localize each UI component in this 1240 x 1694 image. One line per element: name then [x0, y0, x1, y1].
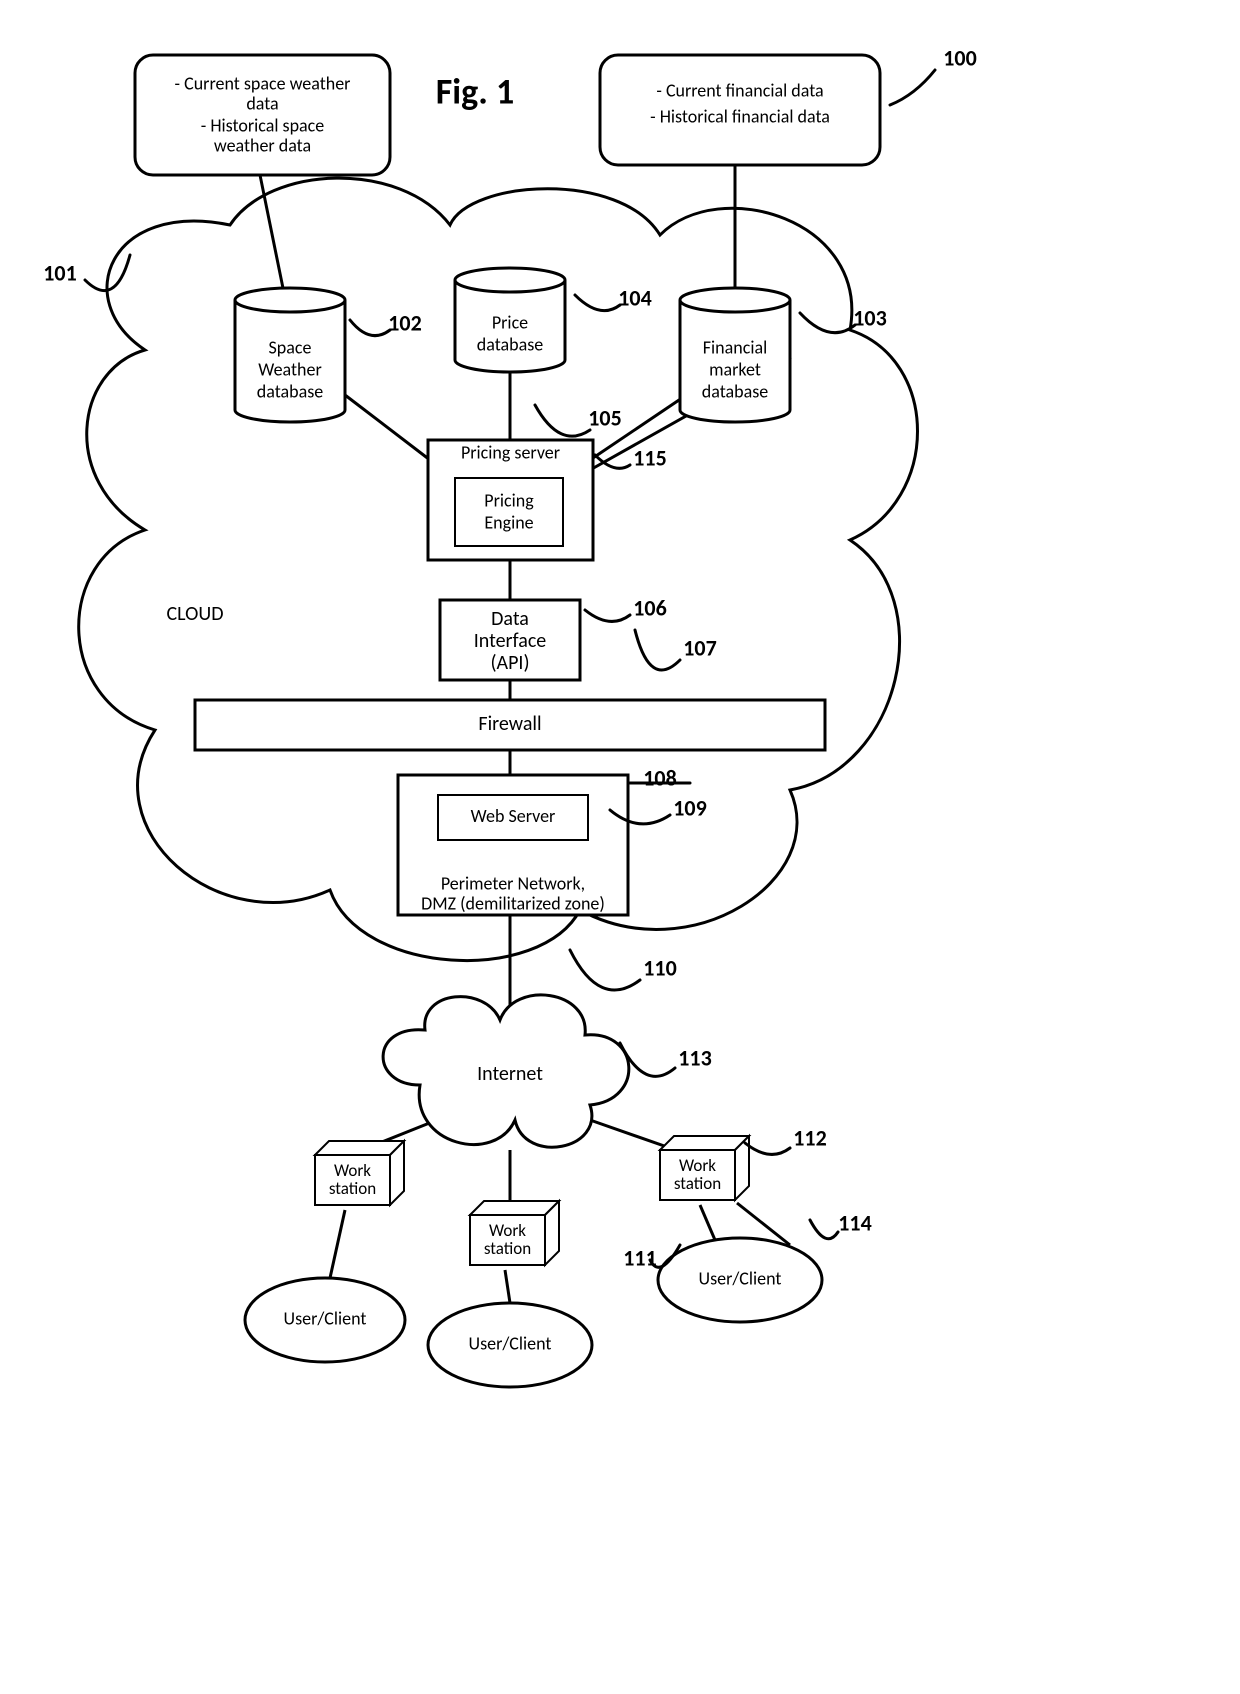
dmz-box-caption: Perimeter Network, — [441, 872, 585, 894]
db-price-text: Price — [492, 311, 528, 333]
ref-108: 108 — [643, 764, 676, 791]
edge — [700, 1205, 715, 1240]
ref-leader-100 — [890, 70, 935, 105]
workstation-1-text: station — [329, 1178, 376, 1199]
db-space-weather-text: Space — [269, 336, 312, 358]
ref-114: 114 — [838, 1209, 871, 1236]
db-financial-text: database — [702, 380, 768, 402]
ref-103: 103 — [853, 304, 886, 331]
workstation-2-text: station — [484, 1238, 531, 1259]
ref-113: 113 — [678, 1044, 711, 1071]
workstation-3-top — [660, 1136, 749, 1150]
ref-100: 100 — [943, 44, 976, 71]
input-space-weather-text: - Current space weather — [175, 72, 351, 94]
ref-leader-102 — [350, 320, 390, 336]
db-space-weather-text: database — [257, 380, 323, 402]
dmz-box-inner-text: Web Server — [471, 805, 556, 827]
user-1-label: User/Client — [284, 1307, 367, 1329]
internet-cloud-label: Internet — [477, 1062, 543, 1086]
edge — [345, 395, 430, 460]
pricing-server-title: Pricing server — [461, 441, 560, 463]
workstation-2-top — [470, 1201, 559, 1215]
ref-leader-107 — [635, 630, 680, 670]
api-box-text: Interface — [474, 629, 547, 653]
ref-leader-106 — [585, 610, 630, 621]
user-3-label: User/Client — [699, 1267, 782, 1289]
cloud-label: CLOUD — [166, 602, 223, 626]
db-financial-text: Financial — [703, 336, 767, 358]
ref-leader-103 — [800, 313, 855, 333]
pricing-server-inner-text: Engine — [484, 511, 533, 533]
ref-105: 105 — [588, 404, 621, 431]
ref-leader-104 — [575, 295, 620, 311]
db-price-text: database — [477, 333, 543, 355]
ref-leader-105 — [535, 405, 590, 436]
ref-109: 109 — [673, 794, 706, 821]
workstation-3-text: station — [674, 1173, 721, 1194]
ref-leader-114 — [810, 1220, 838, 1239]
ref-leader-112 — [745, 1143, 790, 1154]
user-2-label: User/Client — [469, 1332, 552, 1354]
api-box-text: (API) — [490, 651, 529, 675]
ref-104: 104 — [618, 284, 651, 311]
db-space-weather-top — [235, 288, 345, 312]
edge — [590, 1120, 670, 1148]
ref-112: 112 — [793, 1124, 826, 1151]
ref-115: 115 — [633, 444, 666, 471]
ref-111: 111 — [623, 1244, 656, 1271]
ref-107: 107 — [683, 634, 716, 661]
input-space-weather-text: - Historical space — [201, 114, 325, 136]
workstation-1-top — [315, 1141, 404, 1155]
ref-110: 110 — [643, 954, 676, 981]
db-financial-top — [680, 288, 790, 312]
input-space-weather-text: data — [246, 92, 278, 114]
edge — [330, 1210, 345, 1278]
edge — [260, 175, 285, 298]
edge — [505, 1270, 510, 1303]
ref-101: 101 — [43, 259, 76, 286]
input-space-weather-text: weather data — [214, 134, 311, 156]
ref-102: 102 — [388, 309, 421, 336]
input-financial-text: - Current financial data — [656, 79, 823, 101]
api-box-text: Data — [491, 607, 529, 631]
pricing-server-inner-text: Pricing — [484, 489, 534, 511]
firewall-box-text: Firewall — [478, 712, 541, 736]
db-financial-text: market — [709, 358, 761, 380]
input-financial-text: - Historical financial data — [650, 105, 830, 127]
figure-title: Fig. 1 — [436, 70, 514, 114]
ref-leader-110 — [570, 950, 640, 990]
db-space-weather-text: Weather — [258, 358, 321, 380]
dmz-box-caption: DMZ (demilitarized zone) — [421, 892, 605, 914]
ref-106: 106 — [633, 594, 666, 621]
db-price-top — [455, 268, 565, 292]
